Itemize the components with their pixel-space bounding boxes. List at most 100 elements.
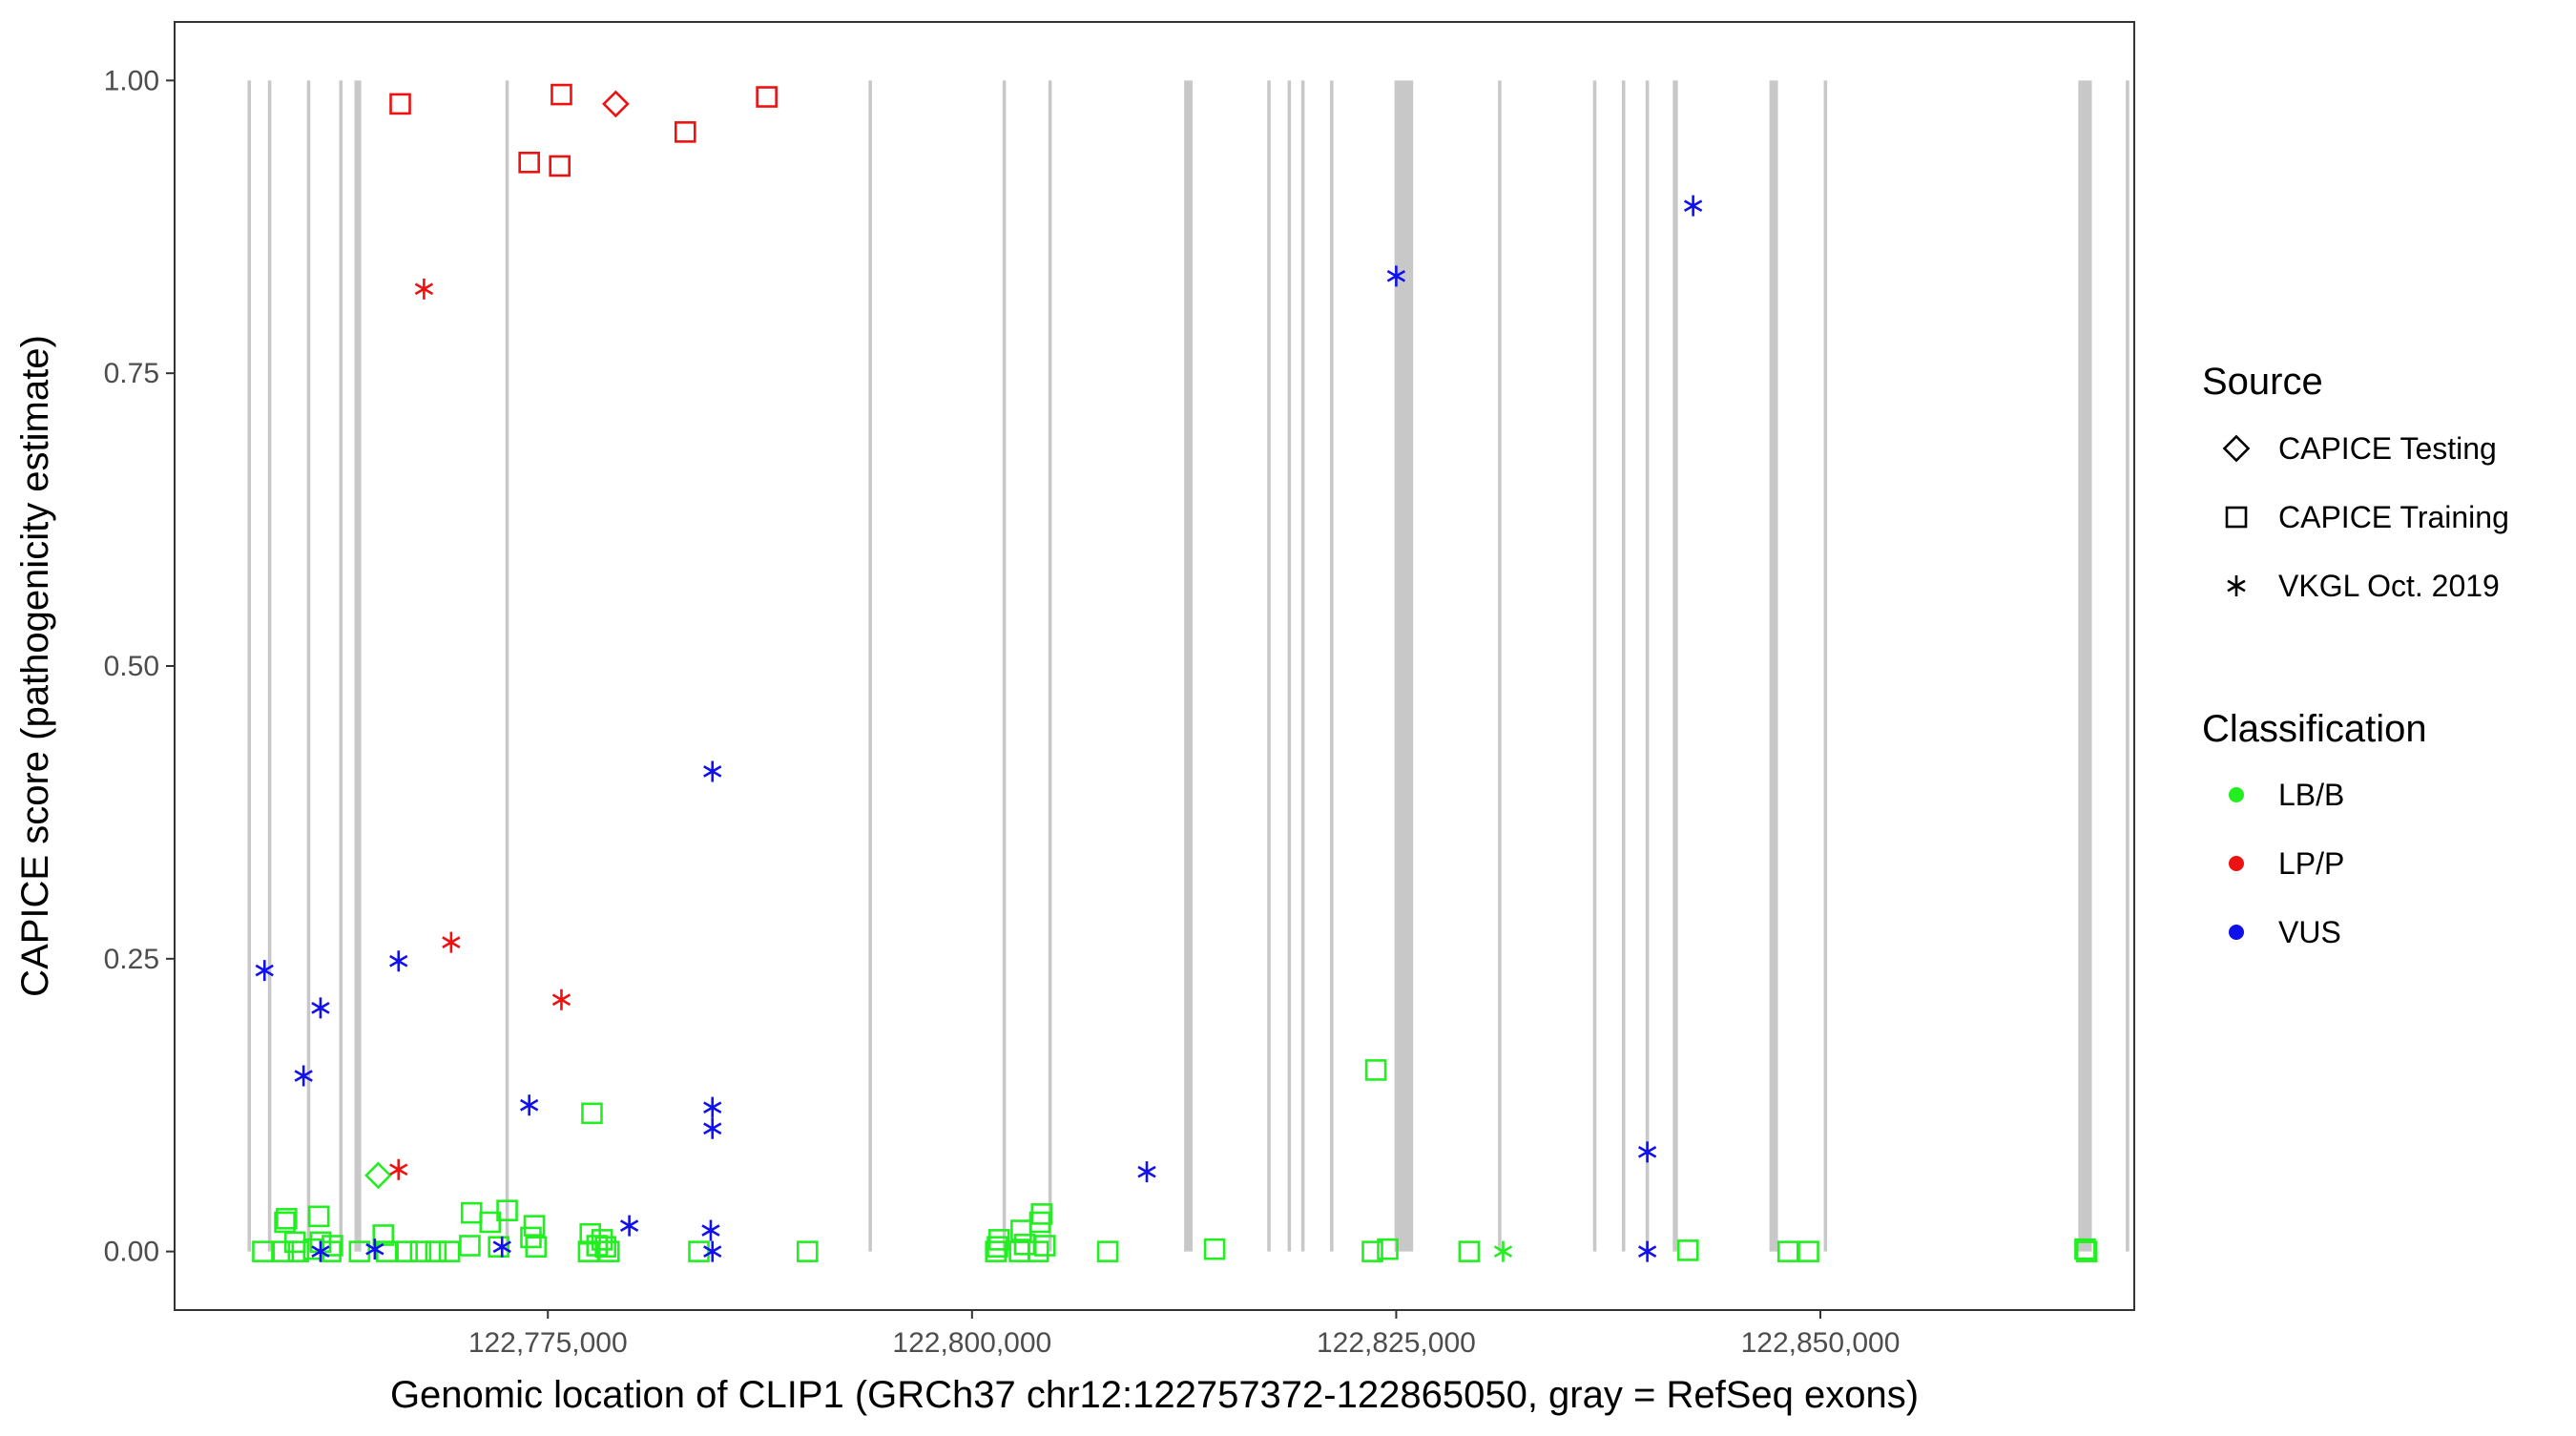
data-point (523, 1215, 546, 1237)
exon-band (1048, 80, 1052, 1252)
data-point (287, 1240, 310, 1262)
data-point (987, 1236, 1008, 1259)
data-point (756, 86, 778, 108)
data-point (987, 1229, 1010, 1251)
data-point (579, 1222, 601, 1245)
data-point (322, 1235, 343, 1257)
data-point (703, 1117, 722, 1139)
data-point (438, 1240, 461, 1262)
data-point (581, 1102, 603, 1125)
exon-band (1672, 80, 1678, 1252)
legend-source-label: CAPICE Testing (2278, 431, 2497, 466)
legend-key-square (2225, 506, 2248, 529)
data-point (985, 1240, 1008, 1262)
data-point (597, 1240, 620, 1262)
data-point (2074, 1238, 2096, 1260)
exon-band (1769, 80, 1778, 1252)
y-axis: 0.00 0.25 0.50 0.75 1.00 (104, 65, 175, 1268)
data-point (488, 1236, 509, 1259)
y-tick-label: 0.50 (104, 651, 159, 682)
exon-band (354, 80, 362, 1252)
data-point (525, 1236, 548, 1259)
exon-band (339, 80, 343, 1252)
y-tick-label: 0.75 (104, 358, 159, 389)
data-point (496, 1199, 518, 1221)
y-axis-title: CAPICE score (pathogenicity estimate) (14, 335, 56, 997)
data-point (518, 151, 540, 174)
data-point (1028, 1211, 1051, 1234)
data-point (1361, 1240, 1383, 1262)
data-point (703, 760, 722, 782)
y-tick-label: 1.00 (104, 65, 159, 96)
data-point (425, 1240, 447, 1262)
exon-band (1002, 80, 1007, 1252)
data-point (442, 931, 461, 953)
data-point (797, 1240, 819, 1262)
data-point (674, 121, 696, 143)
data-point (1027, 1240, 1049, 1262)
data-point (276, 1207, 298, 1230)
data-point (364, 1161, 392, 1190)
data-point (459, 1235, 481, 1257)
data-point (602, 90, 630, 118)
legend-classification-label: VUS (2278, 915, 2341, 949)
data-point (389, 93, 411, 115)
exon-band (247, 80, 252, 1252)
exon-band (1645, 80, 1650, 1252)
data-point (1493, 1240, 1513, 1262)
exon-band (1300, 80, 1305, 1252)
plot-panel (175, 22, 2134, 1310)
data-point (1637, 1240, 1657, 1262)
data-point (1013, 1233, 1036, 1256)
data-point (1797, 1240, 1819, 1262)
data-point (1683, 195, 1703, 217)
legend-key-dot (2229, 856, 2244, 871)
data-point (255, 960, 274, 982)
data-point (414, 278, 434, 300)
exon-band (306, 80, 311, 1252)
x-tick-label: 122,800,000 (892, 1327, 1051, 1359)
data-point (703, 1096, 722, 1118)
exon-band (1498, 80, 1502, 1252)
exon-band (2126, 80, 2129, 1252)
x-tick-label: 122,850,000 (1741, 1327, 1901, 1359)
y-tick-label: 0.00 (104, 1237, 159, 1268)
data-point (1033, 1235, 1056, 1257)
data-point (1637, 1141, 1657, 1163)
data-point (1776, 1240, 1799, 1262)
data-point (396, 1240, 418, 1262)
data-point (1458, 1240, 1481, 1262)
data-point (591, 1229, 613, 1251)
data-point (479, 1211, 502, 1234)
exon-band (1394, 80, 1414, 1252)
data-point (389, 1158, 408, 1180)
x-tick-label: 122,825,000 (1317, 1327, 1476, 1359)
data-point (619, 1215, 639, 1237)
data-point (252, 1240, 274, 1262)
data-point (1377, 1238, 1399, 1260)
legend: Source CAPICE Testing CAPICE Training VKGL … (2202, 361, 2509, 949)
data-point (1386, 265, 1406, 287)
exon-band (1330, 80, 1334, 1252)
legend-classification-label: LB/B (2278, 778, 2344, 812)
legend-source-label: VKGL Oct. 2019 (2278, 569, 2500, 603)
data-point (549, 155, 571, 177)
legend-classification-title: Classification (2202, 708, 2427, 750)
exon-band (1287, 80, 1292, 1252)
data-point (1676, 1239, 1699, 1261)
exon-band (1267, 80, 1271, 1252)
x-axis: 122,775,000 122,800,000 122,825,000 122,850… (468, 1310, 1901, 1359)
exon-band (868, 80, 872, 1252)
x-tick-label: 122,775,000 (468, 1327, 628, 1359)
data-point (311, 997, 330, 1019)
data-point (1137, 1161, 1156, 1183)
data-point (311, 1240, 330, 1262)
exon-band (1621, 80, 1626, 1252)
data-point (688, 1240, 710, 1262)
legend-classification-label: LP/P (2278, 846, 2344, 881)
exon-band (267, 80, 272, 1252)
data-point (389, 950, 408, 972)
legend-key-dot (2229, 787, 2244, 802)
data-point (520, 1094, 539, 1116)
